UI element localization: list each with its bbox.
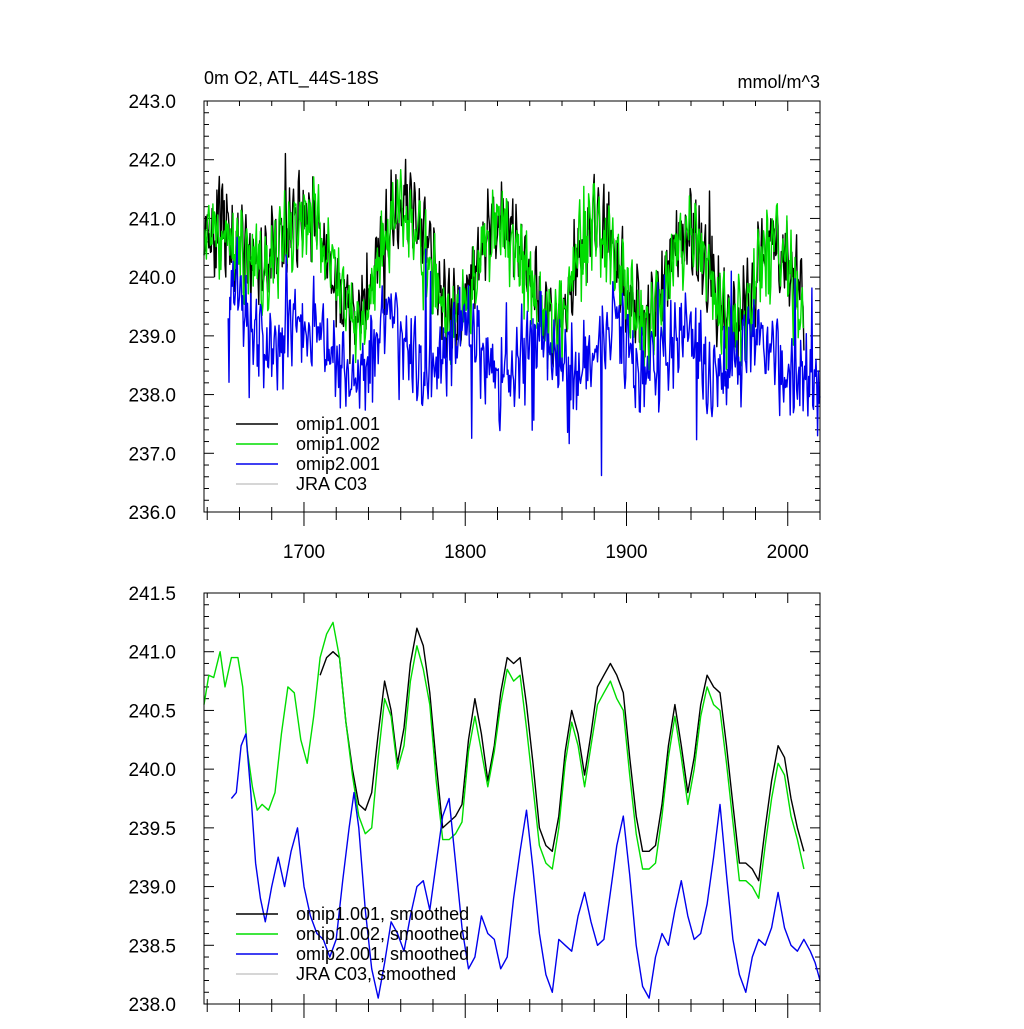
legend-label-1: omip1.002 xyxy=(296,434,380,454)
legend-label-0: omip1.001 xyxy=(296,414,380,434)
top-panel-frame xyxy=(203,100,821,513)
bottom-panel: 238.0 238.5 239.0 239.5 240.0 240.5 241.0 241.5… xyxy=(128,584,821,1018)
legend-label-1: omip1.002, smoothed xyxy=(296,924,469,944)
legend-label-3: JRA C03, smoothed xyxy=(296,964,456,984)
y-tick-label: 236.0 xyxy=(128,503,176,524)
bottom-panel-axes: 238.0 238.5 239.0 239.5 240.0 240.5 241.0 241.5 xyxy=(128,584,821,1018)
top-panel-title: 0m O2, ATL_44S-18S xyxy=(204,68,379,89)
series-line-1 xyxy=(203,621,805,899)
x-tick-label: 1900 xyxy=(605,542,647,563)
x-tick-label: 1800 xyxy=(444,542,486,563)
legend-label-2: omip2.001, smoothed xyxy=(296,944,469,964)
y-tick-label: 239.5 xyxy=(128,819,176,840)
y-tick-label: 238.5 xyxy=(128,936,176,957)
series-line-0 xyxy=(319,627,805,882)
legend-label-0: omip1.001, smoothed xyxy=(296,904,469,924)
top-panel-series xyxy=(203,152,821,477)
y-tick-label: 242.0 xyxy=(128,151,176,172)
top-panel-axes: 236.0 237.0 238.0 239.0 240.0 241.0 242.0 243.0… xyxy=(128,92,821,563)
series-line-2 xyxy=(227,236,821,477)
y-tick-label: 240.0 xyxy=(128,268,176,289)
legend-label-3: JRA C03 xyxy=(296,474,367,494)
bottom-panel-series xyxy=(203,621,821,999)
x-tick-label: 1700 xyxy=(283,542,325,563)
series-line-2 xyxy=(230,733,821,999)
y-tick-label: 240.0 xyxy=(128,760,176,781)
top-panel-units: mmol/m^3 xyxy=(738,72,820,92)
y-tick-label: 239.0 xyxy=(128,327,176,348)
y-tick-label: 239.0 xyxy=(128,878,176,899)
y-tick-label: 238.0 xyxy=(128,995,176,1016)
y-tick-label: 240.5 xyxy=(128,701,176,722)
y-tick-label: 237.0 xyxy=(128,444,176,465)
series-line-1 xyxy=(203,169,805,373)
y-tick-label: 241.0 xyxy=(128,643,176,664)
bottom-panel-frame xyxy=(203,592,821,1005)
y-tick-label: 238.0 xyxy=(128,386,176,407)
y-tick-label: 243.0 xyxy=(128,92,176,113)
top-panel: 0m O2, ATL_44S-18S mmol/m^3 236.0237.023… xyxy=(128,68,821,563)
y-tick-label: 241.0 xyxy=(128,209,176,230)
legend-label-2: omip2.001 xyxy=(296,454,380,474)
y-tick-label: 241.5 xyxy=(128,584,176,605)
x-tick-label: 2000 xyxy=(767,542,809,563)
